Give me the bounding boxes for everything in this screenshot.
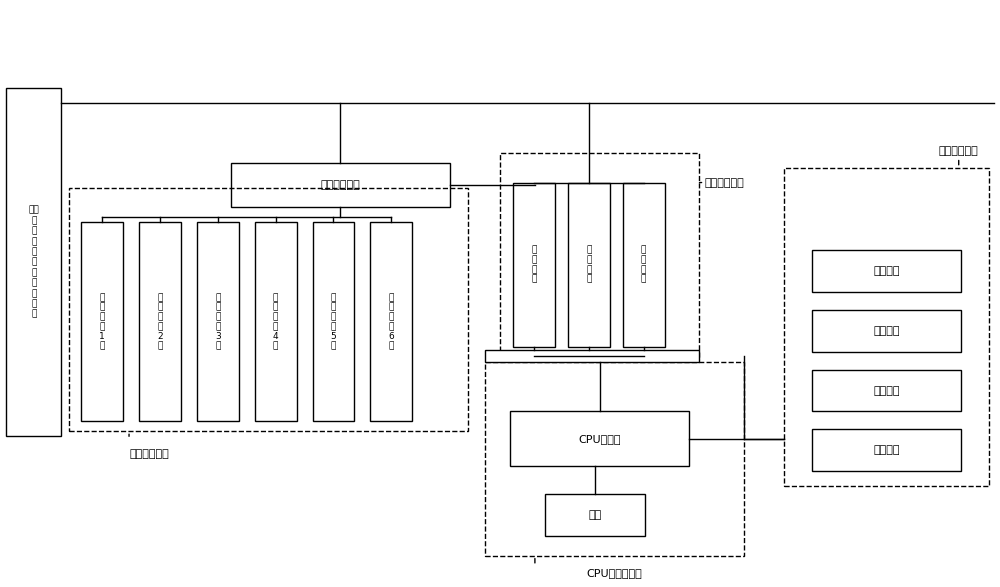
Bar — [81, 222, 123, 421]
Bar — [568, 183, 610, 347]
Bar — [812, 370, 961, 411]
Text: CPU处理器模块: CPU处理器模块 — [587, 568, 643, 578]
Bar — [485, 362, 744, 556]
Text: 故障指示: 故障指示 — [873, 266, 900, 276]
Text: 模拟负载模块: 模拟负载模块 — [129, 449, 169, 459]
Bar — [812, 250, 961, 292]
Text: 模
拟
负
载
4
路: 模 拟 负 载 4 路 — [273, 293, 278, 350]
Text: 电
流
采
集: 电 流 采 集 — [586, 245, 591, 284]
Bar — [197, 222, 239, 421]
Text: 相
位
采
集: 相 位 采 集 — [641, 245, 646, 284]
Bar — [255, 222, 297, 421]
Text: 模
拟
负
载
3
路: 模 拟 负 载 3 路 — [215, 293, 221, 350]
Text: CPU处理器: CPU处理器 — [578, 434, 621, 444]
Bar — [500, 153, 699, 357]
Text: 基准: 基准 — [588, 510, 601, 520]
Text: 机械
室
防
雷
分
线
柜
接
线
端
子: 机械 室 防 雷 分 线 柜 接 线 端 子 — [28, 205, 39, 319]
Bar — [784, 168, 989, 486]
Bar — [370, 222, 412, 421]
Text: 模
拟
负
载
1
路: 模 拟 负 载 1 路 — [99, 293, 105, 350]
Text: 模
拟
负
载
6
路: 模 拟 负 载 6 路 — [388, 293, 394, 350]
Text: 采集测试模块: 采集测试模块 — [704, 177, 744, 187]
Bar — [139, 222, 181, 421]
Text: 相位显示: 相位显示 — [873, 326, 900, 336]
Bar — [231, 163, 450, 207]
Bar — [513, 183, 555, 347]
Text: 电流显示: 电流显示 — [873, 386, 900, 396]
Text: 电压显示: 电压显示 — [873, 446, 900, 456]
Bar — [485, 350, 699, 362]
Bar — [812, 429, 961, 471]
Bar — [6, 88, 61, 436]
Text: 模
拟
负
载
2
路: 模 拟 负 载 2 路 — [157, 293, 163, 350]
Bar — [623, 183, 665, 347]
Bar — [510, 411, 689, 466]
Bar — [69, 187, 468, 431]
Text: 模
拟
负
载
5
路: 模 拟 负 载 5 路 — [331, 293, 336, 350]
Text: 电
压
采
集: 电 压 采 集 — [531, 245, 537, 284]
Text: 诊断输出模块: 诊断输出模块 — [939, 146, 979, 156]
Text: 负载接入端子: 负载接入端子 — [321, 180, 360, 190]
Bar — [545, 494, 645, 536]
Bar — [812, 310, 961, 352]
Bar — [313, 222, 354, 421]
